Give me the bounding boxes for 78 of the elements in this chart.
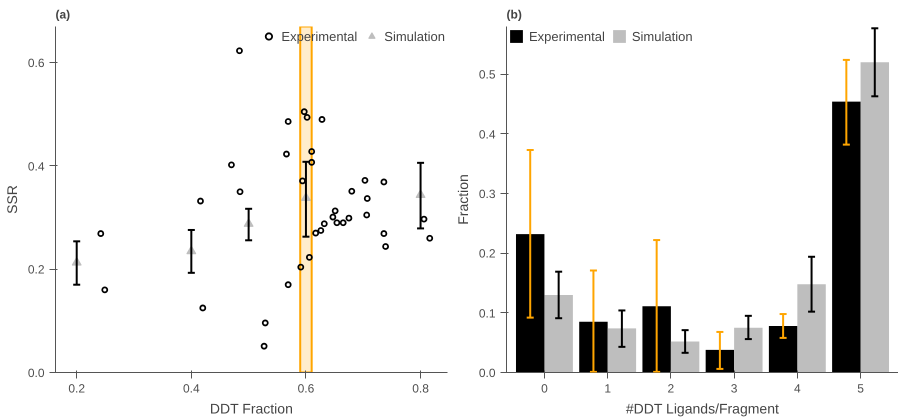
point [380, 178, 388, 186]
bar [516, 234, 544, 372]
chart-title: (a) [56, 8, 70, 22]
x-tick-label: 0.4 [182, 382, 200, 396]
y-axis-title: SSR [4, 185, 20, 214]
point [380, 230, 388, 237]
y-tick-label: 0.4 [478, 127, 496, 142]
x-tick-label: 0.2 [68, 382, 86, 396]
chart-title: (b) [506, 8, 522, 22]
bar [768, 326, 798, 372]
x-tick-label: 2 [668, 382, 675, 396]
bar [706, 350, 734, 372]
point [340, 219, 347, 226]
point [284, 118, 292, 125]
point [329, 214, 336, 220]
point [382, 243, 390, 250]
point [297, 264, 304, 271]
point [364, 195, 371, 202]
point [262, 320, 269, 326]
point [320, 220, 328, 228]
point [348, 188, 356, 195]
point [284, 281, 292, 288]
y-tick-label: 0.3 [478, 187, 496, 202]
point [101, 286, 108, 294]
point [308, 148, 316, 155]
point [362, 176, 368, 184]
point [363, 212, 370, 218]
bar [544, 294, 573, 372]
legend-label: Simulation [632, 28, 693, 44]
y-axis-title: Fraction [454, 174, 471, 225]
x-axis-title: DDT Fraction [210, 400, 293, 416]
y-tick-label: 0.2 [28, 262, 45, 277]
point [199, 304, 206, 312]
y-tick-label: 0.0 [28, 366, 45, 380]
x-tick-label: 0.6 [298, 382, 315, 396]
bar [670, 341, 700, 372]
point [312, 230, 320, 236]
point [306, 254, 313, 261]
bar [608, 328, 636, 372]
bar [579, 322, 608, 372]
x-tick-label: 0 [541, 382, 548, 396]
point [236, 47, 243, 54]
x-tick-label: 5 [857, 382, 864, 396]
x-tick-label: 3 [730, 382, 738, 396]
x-tick-label: 4 [794, 382, 801, 396]
bar [860, 62, 890, 372]
y-tick-label: 0.1 [478, 306, 496, 320]
y-tick-label: 0.2 [478, 246, 496, 261]
bar [642, 306, 671, 372]
point [318, 116, 326, 123]
point [317, 227, 324, 234]
point [236, 188, 244, 196]
bar [734, 328, 763, 372]
point [283, 150, 290, 158]
y-tick-label: 0.5 [478, 68, 496, 82]
legend-label: Experimental [529, 28, 605, 44]
point [260, 342, 268, 350]
point [97, 230, 104, 237]
point [304, 114, 310, 121]
x-axis-title: #DDT Ligands/Fragment [626, 400, 779, 416]
legend-label: Simulation [384, 28, 445, 44]
y-tick-label: 0.0 [478, 366, 496, 380]
y-tick-label: 0.4 [28, 159, 45, 174]
x-tick-label: 0.8 [412, 382, 430, 396]
y-tick-label: 0.6 [28, 56, 45, 70]
point [333, 219, 340, 226]
point [332, 207, 339, 214]
point [346, 214, 352, 222]
point [228, 162, 235, 168]
point [308, 158, 316, 166]
x-tick-label: 1 [604, 382, 612, 396]
point [420, 216, 428, 223]
point [426, 234, 434, 242]
bar [832, 102, 861, 372]
point [299, 178, 306, 184]
point [197, 198, 204, 204]
bar [797, 284, 826, 372]
point [300, 108, 308, 116]
